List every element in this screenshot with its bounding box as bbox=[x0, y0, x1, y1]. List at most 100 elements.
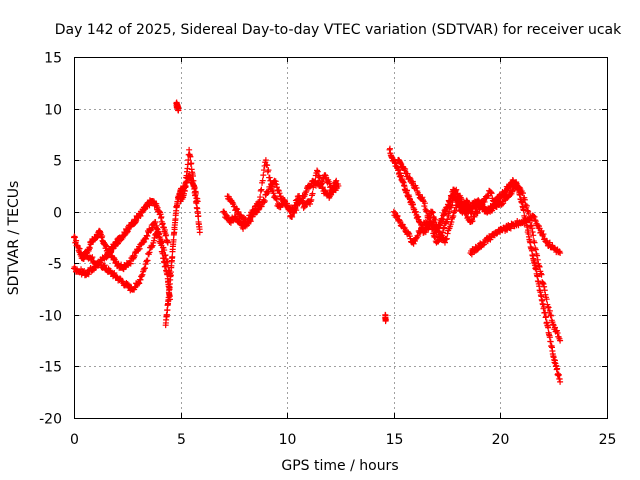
data-point bbox=[525, 210, 532, 217]
data-point bbox=[444, 230, 451, 237]
data-point bbox=[289, 213, 296, 220]
data-point bbox=[89, 254, 96, 261]
x-ticks: 0 5 10 15 20 25 bbox=[70, 57, 616, 448]
data-point bbox=[318, 180, 325, 187]
data-point bbox=[272, 178, 279, 185]
data-point bbox=[524, 224, 531, 231]
data-point bbox=[158, 242, 165, 249]
data-point bbox=[469, 218, 476, 225]
data-point bbox=[314, 167, 321, 174]
data-point bbox=[557, 378, 564, 385]
y-tick-label: 10 bbox=[44, 103, 62, 119]
data-point bbox=[481, 239, 488, 246]
data-point bbox=[539, 279, 546, 286]
data-point bbox=[317, 179, 324, 186]
data-point bbox=[554, 365, 561, 372]
data-point bbox=[260, 172, 267, 179]
x-tick-label: 15 bbox=[386, 432, 404, 448]
data-point bbox=[496, 201, 503, 208]
data-point bbox=[550, 321, 557, 328]
data-point bbox=[382, 317, 389, 324]
data-point bbox=[397, 160, 404, 167]
data-point bbox=[441, 239, 448, 246]
data-point bbox=[175, 105, 182, 112]
data-point bbox=[421, 200, 428, 207]
data-point bbox=[443, 235, 450, 242]
data-point bbox=[135, 246, 142, 253]
data-point bbox=[82, 249, 89, 256]
data-point bbox=[497, 198, 504, 205]
data-point bbox=[302, 189, 309, 196]
data-point bbox=[256, 198, 263, 205]
data-point bbox=[441, 224, 448, 231]
data-point bbox=[244, 219, 251, 226]
data-point bbox=[144, 257, 151, 264]
data-point bbox=[291, 208, 298, 215]
data-point bbox=[141, 238, 148, 245]
data-point bbox=[404, 170, 411, 177]
data-point bbox=[507, 191, 514, 198]
data-point bbox=[165, 294, 172, 301]
data-point bbox=[507, 225, 514, 232]
data-point bbox=[405, 230, 412, 237]
data-point bbox=[141, 265, 148, 272]
data-point bbox=[461, 202, 468, 209]
data-point bbox=[519, 190, 526, 197]
chart-title: Day 142 of 2025, Sidereal Day-to-day VTE… bbox=[55, 22, 622, 38]
data-point bbox=[557, 337, 564, 344]
data-point bbox=[311, 179, 318, 186]
x-tick-label: 25 bbox=[599, 432, 617, 448]
data-point bbox=[330, 187, 337, 194]
data-point bbox=[101, 262, 108, 269]
data-point bbox=[539, 231, 546, 238]
data-point bbox=[417, 228, 424, 235]
data-point bbox=[315, 173, 322, 180]
data-point bbox=[234, 210, 241, 217]
data-point bbox=[328, 191, 335, 198]
data-point bbox=[273, 181, 280, 188]
x-tick-label: 20 bbox=[492, 432, 510, 448]
data-point bbox=[267, 181, 274, 188]
data-point bbox=[273, 195, 280, 202]
data-point bbox=[149, 242, 156, 249]
data-point bbox=[439, 232, 446, 239]
data-point bbox=[453, 186, 460, 193]
data-point bbox=[440, 225, 447, 232]
data-point bbox=[138, 272, 145, 279]
data-point bbox=[410, 240, 417, 247]
data-point bbox=[316, 174, 323, 181]
data-point bbox=[429, 209, 436, 216]
data-point bbox=[333, 177, 340, 184]
data-point bbox=[247, 212, 254, 219]
data-point bbox=[528, 222, 535, 229]
data-point bbox=[252, 205, 259, 212]
data-point bbox=[535, 262, 542, 269]
data-point bbox=[124, 281, 131, 288]
data-point bbox=[530, 232, 537, 239]
data-point bbox=[86, 245, 93, 252]
y-tick-label: 15 bbox=[44, 51, 62, 67]
data-point bbox=[432, 216, 439, 223]
data-point bbox=[241, 214, 248, 221]
data-point bbox=[321, 187, 328, 194]
data-point bbox=[543, 296, 550, 303]
data-point bbox=[310, 182, 317, 189]
data-point bbox=[245, 216, 252, 223]
data-point bbox=[423, 208, 430, 215]
data-point bbox=[307, 201, 314, 208]
data-point bbox=[532, 246, 539, 253]
data-point bbox=[416, 191, 423, 198]
data-point bbox=[418, 226, 425, 233]
data-point bbox=[136, 245, 143, 252]
data-point bbox=[551, 324, 558, 331]
data-point bbox=[82, 248, 89, 255]
data-point bbox=[522, 201, 529, 208]
data-point bbox=[88, 255, 95, 262]
data-point bbox=[530, 212, 537, 219]
data-point bbox=[429, 208, 436, 215]
data-point bbox=[419, 194, 426, 201]
data-point bbox=[321, 171, 328, 178]
data-point bbox=[394, 212, 401, 219]
data-point bbox=[538, 271, 545, 278]
data-point bbox=[262, 157, 269, 164]
